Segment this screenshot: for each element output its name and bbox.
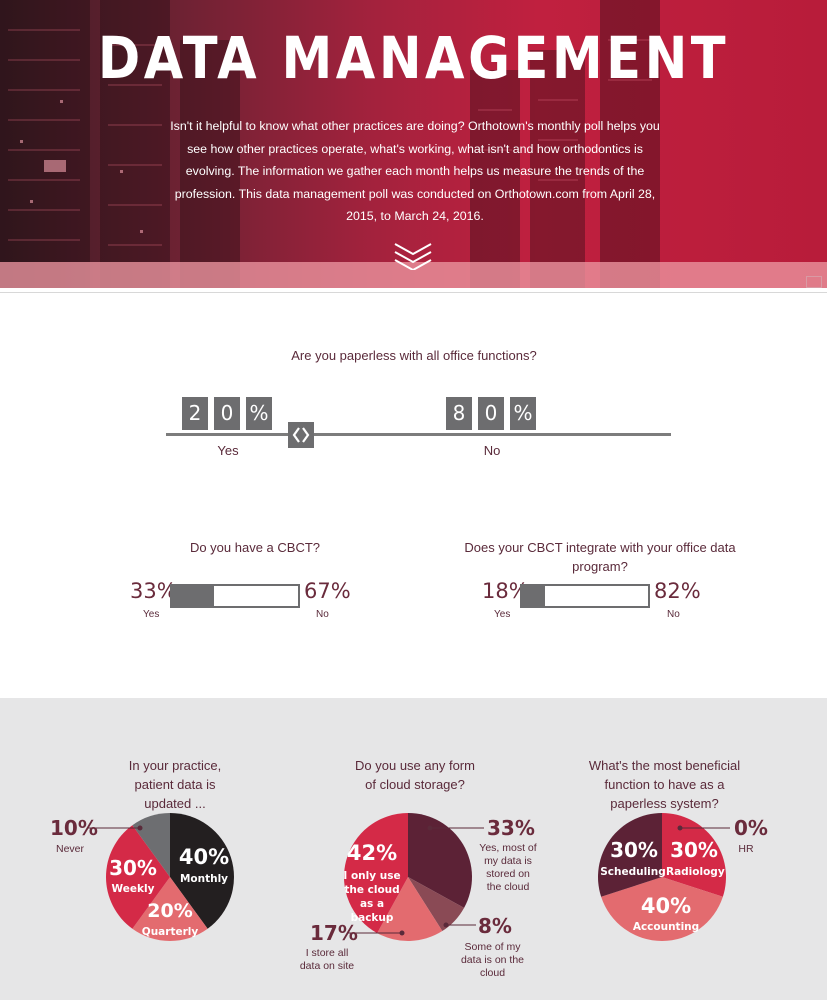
pie2-backup-pct: 42% — [346, 841, 398, 865]
intro-paragraph: Isn't it helpful to know what other prac… — [170, 119, 660, 223]
pie3-radiology-pct: 30% — [670, 838, 718, 862]
integrate-bar — [520, 584, 650, 608]
pie1-never-pct: 10% — [50, 816, 98, 840]
integrate-no-label: No — [667, 609, 680, 620]
pie1-title: In your practice, patient data is update… — [128, 758, 222, 811]
integrate-bar-fill — [522, 586, 545, 606]
pie2-most-label: Yes, most of my data is stored on the cl… — [479, 842, 537, 893]
paperless-slider-track — [166, 433, 671, 436]
pie1-weekly-label: Weekly — [111, 883, 155, 895]
slider-arrows-icon — [292, 427, 310, 443]
paperless-slider-handle[interactable] — [288, 422, 314, 448]
digit: 0 — [214, 397, 240, 430]
cbct-integrate-question: Does your CBCT integrate with your offic… — [464, 540, 736, 574]
pie1-never-label: Never — [55, 843, 84, 855]
pie3-accounting-label: Accounting — [632, 921, 700, 933]
integrate-no-pct: 82% — [654, 579, 701, 603]
pie3-radiology-label: Radiology — [666, 866, 725, 878]
page-title: DATA MANAGEMENT — [97, 24, 730, 92]
pie3-scheduling-pct: 30% — [610, 838, 658, 862]
pie3-accounting-pct: 40% — [640, 894, 692, 918]
pie1-weekly-pct: 30% — [109, 856, 157, 880]
paperless-question: Are you paperless with all office functi… — [291, 348, 537, 363]
paperless-no-label: No — [483, 443, 501, 458]
pie1-monthly-pct: 40% — [178, 845, 230, 869]
pie2-site-pct: 17% — [310, 921, 358, 945]
cbct-yes-label: Yes — [143, 609, 160, 620]
hero-band — [0, 262, 827, 288]
chevron-down-icon[interactable] — [392, 240, 434, 270]
hero-banner: DATA MANAGEMENT Isn't it helpful to know… — [0, 0, 827, 288]
pie1-quarterly-pct: 20% — [147, 900, 193, 922]
pie2-site-label: I store all data on site — [299, 947, 355, 972]
pie2-most-pct: 33% — [487, 816, 535, 840]
digit: 8 — [446, 397, 472, 430]
pie1-monthly-label: Monthly — [179, 873, 229, 885]
pie2-some-pct: 8% — [478, 914, 512, 938]
pie3-scheduling-label: Scheduling — [600, 866, 666, 878]
digit: % — [510, 397, 536, 430]
digit: % — [246, 397, 272, 430]
divider — [0, 292, 827, 293]
cbct-bar — [170, 584, 300, 608]
cbct-yes-pct: 33% — [130, 579, 177, 603]
cbct-bar-fill — [172, 586, 214, 606]
digit: 0 — [478, 397, 504, 430]
pie2-some-label: Some of my data is on the cloud — [460, 941, 525, 979]
integrate-yes-label: Yes — [494, 609, 511, 620]
paperless-yes-label: Yes — [217, 443, 239, 458]
digit: 2 — [182, 397, 208, 430]
pie3-hr-label: HR — [738, 843, 754, 855]
pie3-hr-pct: 0% — [734, 816, 768, 840]
pie1-quarterly-label: Quarterly — [141, 926, 199, 938]
pie2-backup-label: I only use the cloud as a backup — [343, 870, 401, 924]
pie2-title: Do you use any form of cloud storage? — [355, 758, 475, 792]
expand-icon[interactable] — [806, 276, 822, 288]
cbct-question: Do you have a CBCT? — [189, 540, 321, 555]
cbct-no-pct: 67% — [304, 579, 351, 603]
pie3-title: What's the most beneficial function to h… — [588, 758, 741, 811]
cbct-no-label: No — [316, 609, 329, 620]
server-racks-background — [0, 0, 660, 288]
